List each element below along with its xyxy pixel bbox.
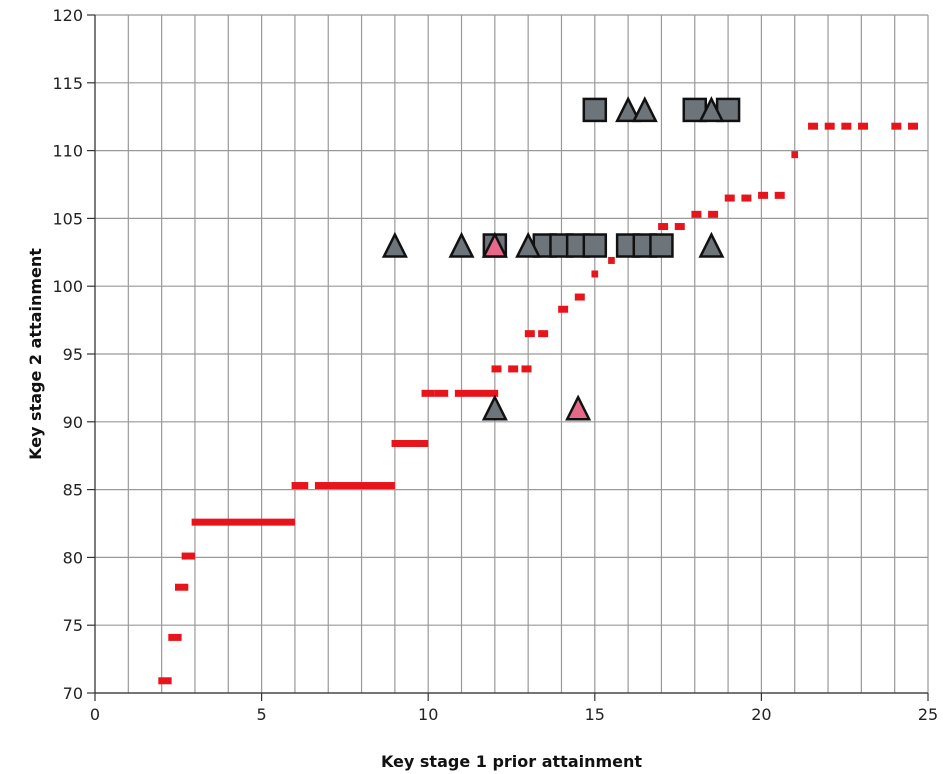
expected-attainment-dash (774, 191, 785, 199)
expected-attainment-dash (674, 223, 685, 231)
triangle-marker (381, 231, 408, 258)
triangle-marker (631, 96, 658, 123)
x-tick-label: 10 (418, 705, 438, 724)
expected-attainment-dash (891, 122, 902, 130)
expected-attainment-dash (558, 305, 569, 313)
square-marker (582, 233, 608, 258)
expected-attainment-dash (658, 223, 669, 231)
x-tick-label: 15 (585, 705, 605, 724)
expected-attainment-dash (314, 482, 395, 490)
data-marks (158, 96, 919, 685)
y-axis-title: Key stage 2 attainment (26, 248, 45, 460)
expected-attainment-dash (758, 191, 769, 199)
expected-attainment-dash (724, 194, 735, 202)
triangle-marker (515, 231, 542, 258)
expected-attainment-dash (591, 270, 599, 278)
x-axis-title: Key stage 1 prior attainment (381, 752, 642, 771)
y-tick-label: 80 (63, 548, 83, 567)
x-tick-label: 0 (90, 705, 100, 724)
triangle-marker (565, 394, 592, 421)
expected-attainment-dash (708, 210, 719, 218)
x-tick-label: 5 (257, 705, 267, 724)
expected-attainment-dash (608, 256, 615, 264)
triangle-marker (481, 394, 508, 421)
y-tick-label: 95 (63, 345, 83, 364)
tick-labels: 70 75 80 85 90 95 100 105 110 115 120 0 5 10 15 20 25 (52, 6, 938, 724)
y-tick-label: 100 (52, 277, 83, 296)
expected-attainment-dash (168, 633, 182, 641)
y-tick-label: 110 (52, 142, 83, 161)
square-marker (582, 97, 608, 123)
expected-attainment-dash (858, 122, 869, 130)
expected-attainment-dash (538, 330, 549, 338)
y-tick-label: 120 (52, 6, 83, 25)
y-tick-label: 105 (52, 209, 83, 228)
expected-attainment-dash (521, 365, 532, 373)
expected-attainment-dash (574, 293, 585, 301)
y-tick-label: 90 (63, 413, 83, 432)
expected-attainment-dash (508, 365, 519, 373)
y-tick-label: 115 (52, 74, 83, 93)
triangle-marker (698, 96, 725, 123)
grid-lines (94, 14, 929, 694)
expected-attainment-dash (808, 122, 819, 130)
expected-attainment-dash (174, 583, 189, 591)
expected-attainment-dash (454, 389, 499, 397)
expected-attainment-dash (434, 389, 449, 397)
expected-attainment-dash (791, 151, 799, 159)
y-tick-label: 85 (63, 481, 83, 500)
triangle-marker (698, 231, 725, 258)
expected-attainment-dash (491, 365, 502, 373)
expected-attainment-dash (524, 330, 535, 338)
triangle-marker (481, 231, 508, 258)
expected-attainment-dash (181, 552, 195, 560)
expected-attainment-dash (841, 122, 852, 130)
expected-attainment-dash (741, 194, 752, 202)
expected-attainment-dash (291, 482, 309, 490)
square-marker (649, 233, 674, 258)
expected-attainment-dash (158, 677, 172, 685)
expected-attainment-dash (691, 210, 702, 218)
y-tick-label: 70 (63, 684, 83, 703)
y-tick-label: 75 (63, 616, 83, 635)
x-tick-label: 20 (751, 705, 771, 724)
expected-attainment-dash (391, 439, 429, 447)
expected-attainment-dash (421, 389, 435, 397)
expected-attainment-dash (824, 122, 835, 130)
triangle-marker (448, 231, 475, 258)
x-tick-label: 25 (918, 705, 938, 724)
expected-attainment-dash (908, 122, 919, 130)
triangle-marker (615, 96, 642, 123)
expected-attainment-dash (191, 518, 295, 526)
axes (87, 14, 929, 701)
